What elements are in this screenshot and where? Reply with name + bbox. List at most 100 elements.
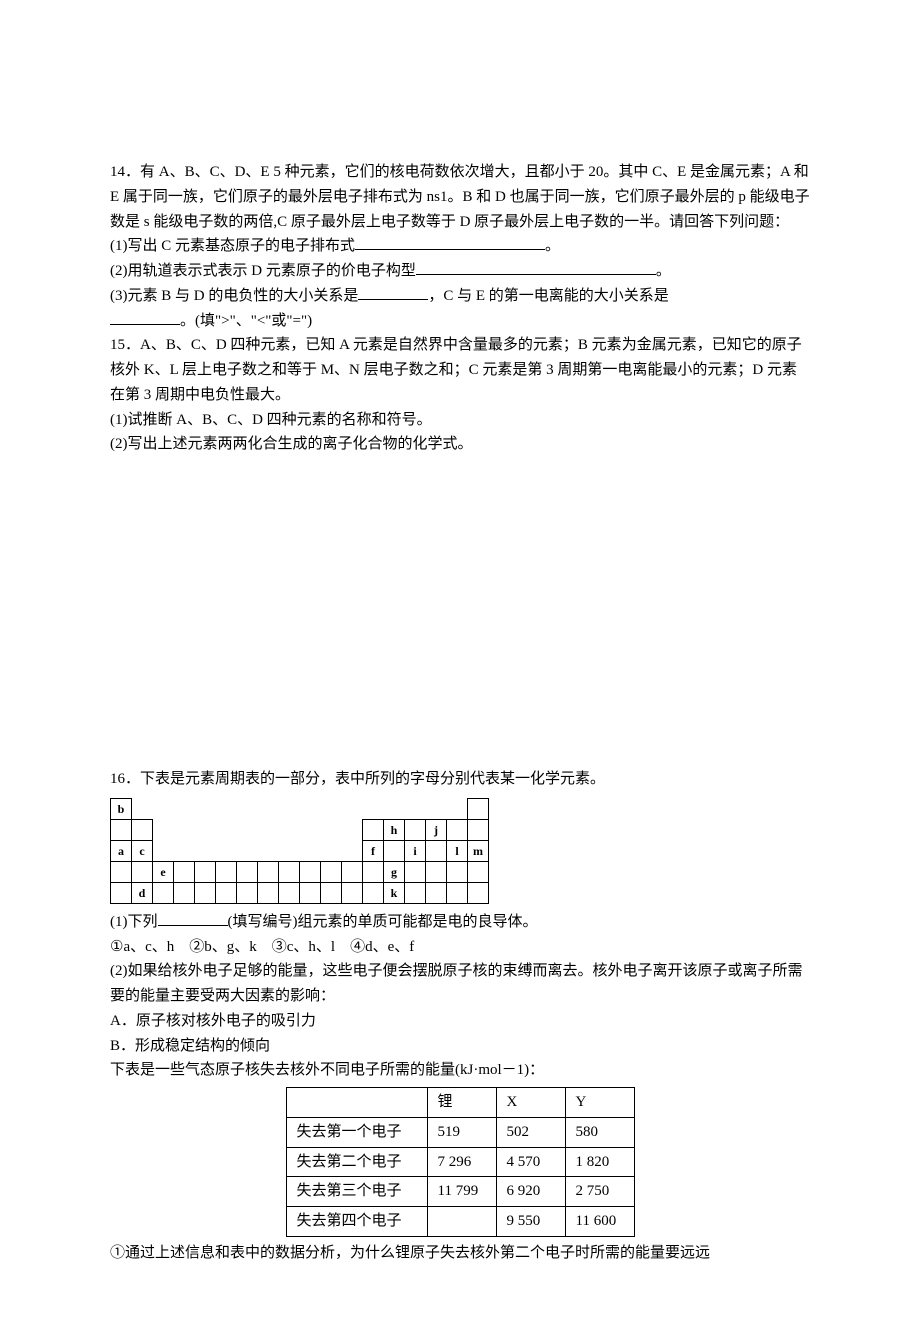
table-cell: 4 570	[496, 1147, 565, 1177]
pt-cell: c	[132, 840, 153, 861]
q16-sub2-table-lead: 下表是一些气态原子核失去核外不同电子所需的能量(kJ·mol－1)：	[110, 1058, 810, 1083]
blank-line	[416, 259, 656, 275]
pt-cell	[321, 882, 342, 903]
q14-sub1: (1)写出 C 元素基态原子的电子排布式 。	[110, 234, 810, 259]
pt-cell: l	[447, 840, 468, 861]
pt-row-1: h j	[111, 819, 489, 840]
table-header-row: 锂 X Y	[286, 1088, 634, 1118]
page-container: 14．有 A、B、C、D、E 5 种元素，它们的核电荷数依次增大，且都小于 20…	[0, 0, 920, 1326]
pt-row-0: b	[111, 798, 489, 819]
table-cell: 锂	[427, 1088, 496, 1118]
q16-sub2-B: B．形成稳定结构的倾向	[110, 1034, 810, 1059]
pt-cell	[279, 882, 300, 903]
pt-cell	[300, 882, 321, 903]
table-cell: 失去第二个电子	[286, 1147, 427, 1177]
pt-cell	[300, 861, 321, 882]
pt-cell	[132, 819, 153, 840]
pt-cell	[363, 882, 384, 903]
pt-cell	[426, 861, 447, 882]
q14-sub3-pre: (3)元素 B 与 D 的电负性的大小关系是	[110, 288, 358, 304]
table-cell: 9 550	[496, 1207, 565, 1237]
pt-row-4: d k	[111, 882, 489, 903]
pt-cell	[174, 882, 195, 903]
pt-cell	[258, 882, 279, 903]
pt-cell: d	[132, 882, 153, 903]
pt-cell: b	[111, 798, 132, 819]
pt-cell	[342, 861, 363, 882]
pt-row-3: e g	[111, 861, 489, 882]
pt-cell	[216, 861, 237, 882]
table-cell: Y	[565, 1088, 634, 1118]
table-cell: 1 820	[565, 1147, 634, 1177]
pt-cell	[342, 882, 363, 903]
table-cell	[427, 1207, 496, 1237]
pt-cell	[258, 861, 279, 882]
pt-cell	[468, 882, 489, 903]
pt-cell	[363, 819, 384, 840]
pt-cell	[468, 819, 489, 840]
q14-sub2-pre: (2)用轨道表示式表示 D 元素原子的价电子构型	[110, 263, 416, 279]
pt-cell	[195, 882, 216, 903]
q14-stem: 14．有 A、B、C、D、E 5 种元素，它们的核电荷数依次增大，且都小于 20…	[110, 160, 810, 234]
q16-sub1-options: ①a、c、h ②b、g、k ③c、h、l ④d、e、f	[110, 935, 810, 960]
blank-line	[158, 910, 228, 926]
ionization-energy-table: 锂 X Y 失去第一个电子 519 502 580 失去第二个电子 7 296 …	[286, 1087, 635, 1237]
pt-cell	[111, 819, 132, 840]
pt-cell	[132, 861, 153, 882]
pt-row-2: a c f i l m	[111, 840, 489, 861]
table-row: 失去第一个电子 519 502 580	[286, 1117, 634, 1147]
table-cell: 2 750	[565, 1177, 634, 1207]
table-cell: 失去第三个电子	[286, 1177, 427, 1207]
pt-cell	[321, 861, 342, 882]
q15-sub2: (2)写出上述元素两两化合生成的离子化合物的化学式。	[110, 432, 810, 457]
q14-sub3-post: 。(填">"、"<"或"=")	[180, 313, 312, 329]
q16-sub1-pre: (1)下列	[110, 914, 158, 930]
table-cell: 519	[427, 1117, 496, 1147]
pt-cell: i	[405, 840, 426, 861]
table-cell: 580	[565, 1117, 634, 1147]
table-cell: X	[496, 1088, 565, 1118]
pt-cell	[468, 861, 489, 882]
pt-cell	[468, 798, 489, 819]
table-row: 失去第三个电子 11 799 6 920 2 750	[286, 1177, 634, 1207]
table-cell: 502	[496, 1117, 565, 1147]
q14-sub1-post: 。	[545, 238, 560, 254]
answer-space	[110, 457, 810, 767]
q16-sub1: (1)下列 (填写编号)组元素的单质可能都是电的良导体。	[110, 910, 810, 935]
blank-line	[358, 284, 428, 300]
pt-cell	[426, 840, 447, 861]
pt-cell	[153, 882, 174, 903]
table-row: 失去第二个电子 7 296 4 570 1 820	[286, 1147, 634, 1177]
pt-cell	[384, 840, 405, 861]
q16-sub2-A: A．原子核对核外电子的吸引力	[110, 1009, 810, 1034]
q16-sub2-q1: ①通过上述信息和表中的数据分析，为什么锂原子失去核外第二个电子时所需的能量要远远	[110, 1241, 810, 1266]
q14-sub1-pre: (1)写出 C 元素基态原子的电子排布式	[110, 238, 355, 254]
table-cell: 失去第四个电子	[286, 1207, 427, 1237]
q14-sub2-post: 。	[656, 263, 671, 279]
q16-sub1-post: (填写编号)组元素的单质可能都是电的良导体。	[228, 914, 538, 930]
table-row: 失去第四个电子 9 550 11 600	[286, 1207, 634, 1237]
pt-cell	[111, 861, 132, 882]
pt-cell	[195, 861, 216, 882]
table-cell: 6 920	[496, 1177, 565, 1207]
periodic-table: b h j a c f i l m	[110, 798, 489, 904]
pt-cell	[447, 882, 468, 903]
blank-line	[110, 309, 180, 325]
pt-cell: e	[153, 861, 174, 882]
pt-cell	[447, 819, 468, 840]
pt-cell	[237, 861, 258, 882]
pt-cell	[405, 861, 426, 882]
pt-cell	[237, 882, 258, 903]
pt-cell: a	[111, 840, 132, 861]
pt-cell	[279, 861, 300, 882]
q15-stem: 15．A、B、C、D 四种元素，已知 A 元素是自然界中含量最多的元素；B 元素…	[110, 333, 810, 407]
table-cell: 11 799	[427, 1177, 496, 1207]
pt-cell	[111, 882, 132, 903]
q16-stem: 16．下表是元素周期表的一部分，表中所列的字母分别代表某一化学元素。	[110, 767, 810, 792]
pt-cell	[447, 861, 468, 882]
pt-cell: j	[426, 819, 447, 840]
pt-cell: m	[468, 840, 489, 861]
q15-sub1: (1)试推断 A、B、C、D 四种元素的名称和符号。	[110, 408, 810, 433]
table-cell: 11 600	[565, 1207, 634, 1237]
pt-cell: k	[384, 882, 405, 903]
